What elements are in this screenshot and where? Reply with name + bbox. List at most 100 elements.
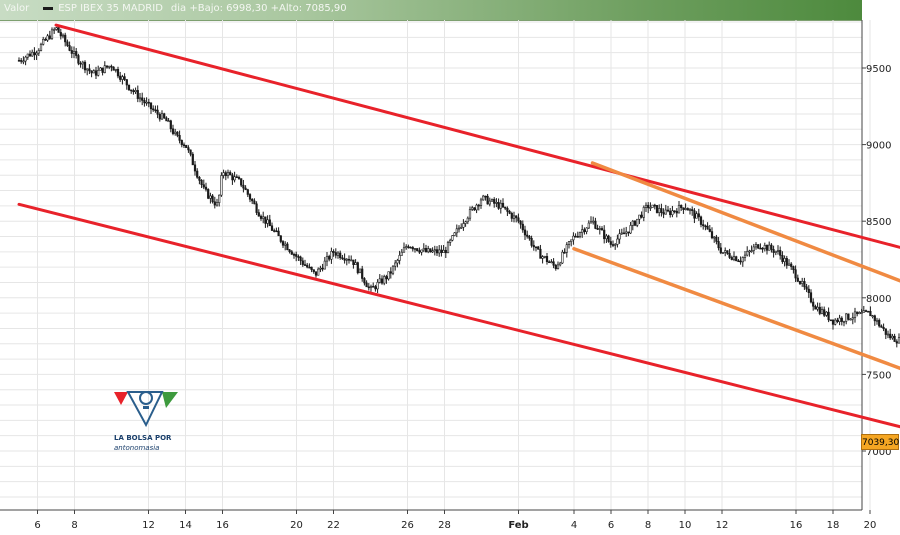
- candle-body: [242, 184, 245, 189]
- candle-body: [328, 256, 331, 260]
- candle-body: [759, 247, 762, 250]
- candle-body: [145, 101, 148, 104]
- candle-body: [125, 79, 128, 86]
- candle-body: [132, 90, 135, 93]
- candle-body: [174, 131, 177, 134]
- candle-body: [737, 260, 740, 263]
- candle-body: [880, 325, 883, 328]
- candle-body: [72, 51, 76, 54]
- candle-body: [281, 241, 285, 246]
- candle-body: [864, 310, 868, 312]
- candle-body: [70, 50, 73, 54]
- candle-body: [862, 310, 865, 313]
- candle-body: [779, 250, 782, 256]
- candle-body: [831, 319, 835, 325]
- trendline-sub_lower: [572, 247, 900, 371]
- candle-body: [845, 313, 848, 322]
- header-text: Valor ESP IBEX 35 MADRID dia +Bajo: 6998,3…: [4, 3, 355, 14]
- candle-body: [218, 194, 221, 203]
- candle-body: [453, 232, 456, 236]
- candle-body: [812, 301, 815, 307]
- candle-body: [754, 244, 758, 248]
- header-label: Valor: [4, 3, 30, 14]
- candle-body: [202, 184, 205, 188]
- candle-body: [851, 317, 854, 320]
- candle-body: [273, 230, 276, 232]
- candle-body: [66, 41, 69, 46]
- candle-body: [589, 221, 593, 224]
- candle-body: [490, 199, 494, 202]
- candle-body: [638, 214, 641, 220]
- candle-body: [781, 255, 784, 262]
- candle-body: [691, 209, 694, 211]
- candle-body: [768, 244, 771, 251]
- candle-body: [838, 317, 841, 322]
- candle-body: [818, 306, 821, 314]
- candle-body: [240, 178, 243, 186]
- candle-body: [160, 113, 164, 120]
- candle-body: [345, 258, 348, 261]
- candle-body: [796, 277, 799, 282]
- candle-body: [739, 260, 742, 263]
- candle-body: [473, 207, 476, 211]
- candle-body: [330, 251, 333, 260]
- candle-body: [499, 202, 502, 209]
- candle-body: [253, 200, 256, 205]
- y-tick-label: 8000: [866, 294, 891, 305]
- candle-body: [735, 256, 738, 262]
- candle-body: [367, 286, 370, 289]
- candle-body: [598, 228, 601, 230]
- candle-body: [856, 311, 859, 315]
- candle-body: [339, 252, 342, 259]
- candle-body: [724, 250, 727, 253]
- candle-body: [642, 207, 645, 218]
- candle-body: [176, 131, 179, 136]
- candle-body: [207, 189, 210, 199]
- candle-body: [809, 292, 813, 303]
- candle-body: [625, 231, 628, 234]
- x-tick-label: 14: [179, 520, 192, 531]
- candle-body: [416, 248, 419, 251]
- candle-body: [182, 144, 186, 147]
- candle-body: [677, 204, 681, 214]
- candle-body: [605, 235, 608, 240]
- candle-body: [805, 286, 808, 290]
- candle-body: [574, 235, 577, 238]
- candle-body: [57, 27, 60, 33]
- logo-text-line2: antonomasia: [114, 444, 160, 452]
- candle-body: [504, 206, 507, 209]
- candle-body: [418, 250, 421, 253]
- x-tick-label: 22: [327, 520, 340, 531]
- candle-body: [138, 97, 142, 100]
- candle-body: [567, 241, 571, 246]
- x-tick-label: 12: [716, 520, 729, 531]
- candle-body: [266, 219, 269, 224]
- candle-body: [105, 65, 109, 68]
- candle-body: [385, 276, 388, 280]
- candle-body: [257, 212, 260, 217]
- candle-body: [387, 271, 390, 280]
- candle-body: [631, 220, 634, 226]
- x-tick-label: 20: [864, 520, 877, 531]
- candle-body: [400, 251, 403, 256]
- candle-body: [94, 70, 98, 76]
- candle-body: [365, 282, 368, 288]
- candle-body: [317, 268, 320, 276]
- candle-body: [515, 215, 518, 219]
- candle-body: [341, 257, 344, 260]
- candle-body: [611, 244, 615, 246]
- candle-body: [493, 199, 496, 204]
- candle-body: [171, 128, 175, 134]
- candle-body: [99, 67, 102, 71]
- candle-body: [576, 236, 579, 238]
- candle-body: [209, 195, 212, 199]
- candle-body: [563, 251, 566, 254]
- candle-body: [20, 60, 23, 62]
- candle-body: [829, 319, 832, 322]
- candle-body: [517, 217, 520, 222]
- candle-body: [127, 84, 131, 91]
- candle-body: [334, 252, 337, 256]
- candle-body: [376, 281, 379, 290]
- candle-body: [451, 235, 454, 241]
- candle-body: [396, 260, 399, 264]
